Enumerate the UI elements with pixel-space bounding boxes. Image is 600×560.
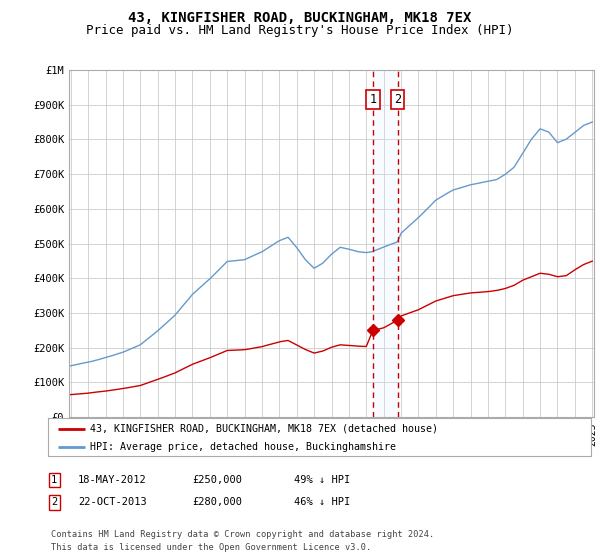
Text: 18-MAY-2012: 18-MAY-2012 bbox=[78, 475, 147, 485]
Text: 2: 2 bbox=[51, 497, 57, 507]
Text: 2: 2 bbox=[394, 93, 401, 106]
Text: 22-OCT-2013: 22-OCT-2013 bbox=[78, 497, 147, 507]
Text: 1: 1 bbox=[369, 93, 376, 106]
Text: 46% ↓ HPI: 46% ↓ HPI bbox=[294, 497, 350, 507]
Text: 49% ↓ HPI: 49% ↓ HPI bbox=[294, 475, 350, 485]
Text: 43, KINGFISHER ROAD, BUCKINGHAM, MK18 7EX: 43, KINGFISHER ROAD, BUCKINGHAM, MK18 7E… bbox=[128, 11, 472, 25]
Text: Price paid vs. HM Land Registry's House Price Index (HPI): Price paid vs. HM Land Registry's House … bbox=[86, 24, 514, 37]
Text: £250,000: £250,000 bbox=[192, 475, 242, 485]
Text: 43, KINGFISHER ROAD, BUCKINGHAM, MK18 7EX (detached house): 43, KINGFISHER ROAD, BUCKINGHAM, MK18 7E… bbox=[91, 424, 439, 434]
Text: 1: 1 bbox=[51, 475, 57, 485]
Text: HPI: Average price, detached house, Buckinghamshire: HPI: Average price, detached house, Buck… bbox=[91, 442, 397, 452]
Bar bbox=[373, 70, 398, 417]
Text: £280,000: £280,000 bbox=[192, 497, 242, 507]
Text: Contains HM Land Registry data © Crown copyright and database right 2024.
This d: Contains HM Land Registry data © Crown c… bbox=[51, 530, 434, 552]
